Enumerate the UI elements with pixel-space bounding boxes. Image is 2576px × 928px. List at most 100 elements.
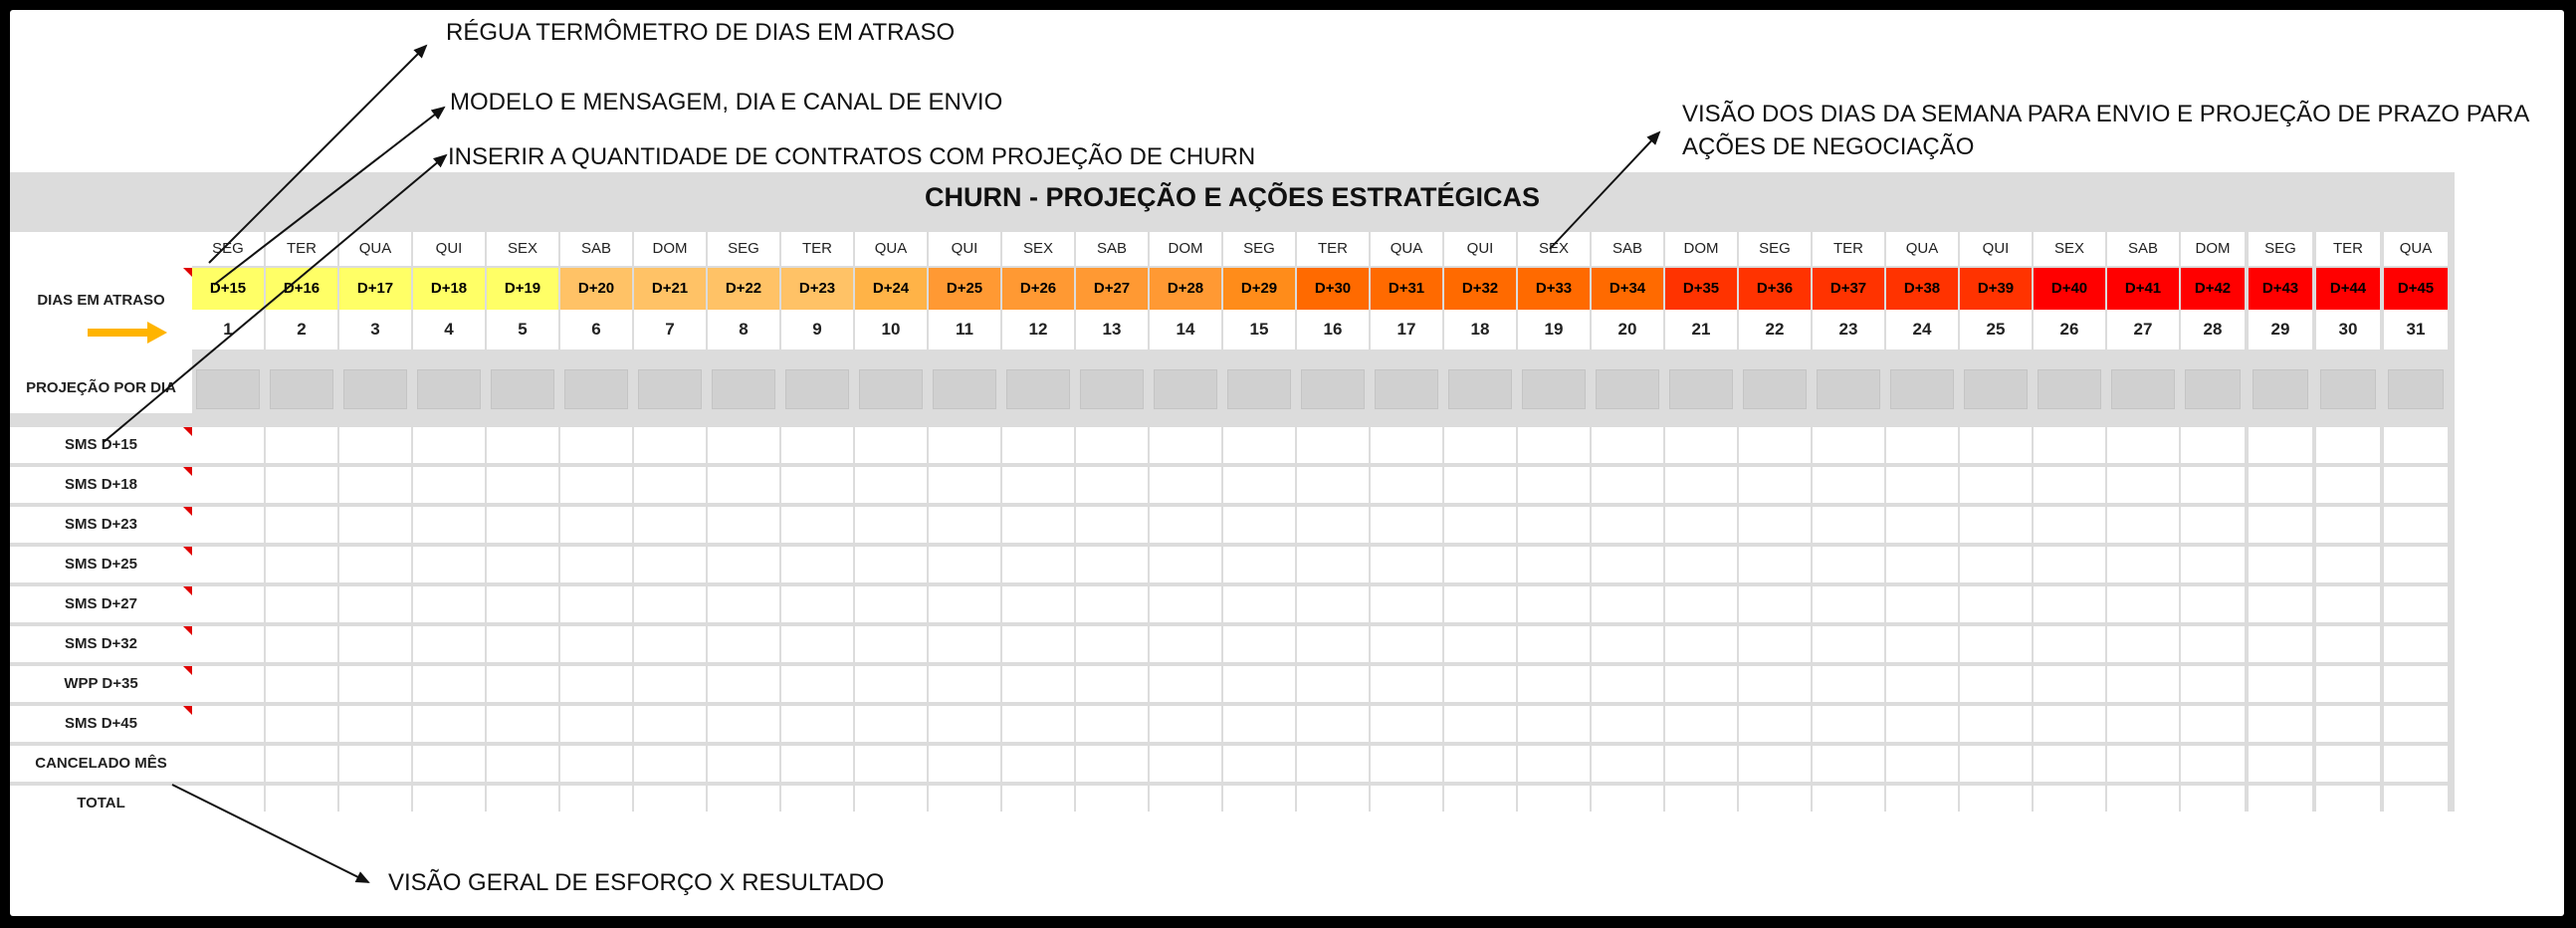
action-cell[interactable] bbox=[855, 666, 927, 702]
action-cell[interactable] bbox=[1960, 626, 2032, 662]
action-cell[interactable] bbox=[413, 786, 485, 821]
action-cell[interactable] bbox=[2384, 786, 2448, 821]
action-cell[interactable] bbox=[2107, 746, 2179, 782]
projecao-input-cell[interactable] bbox=[1080, 369, 1144, 409]
projecao-input-cell[interactable] bbox=[1817, 369, 1880, 409]
action-cell[interactable] bbox=[2034, 467, 2105, 503]
action-cell[interactable] bbox=[708, 786, 779, 821]
action-cell[interactable] bbox=[1665, 507, 1737, 543]
action-cell[interactable] bbox=[2107, 467, 2179, 503]
action-cell[interactable] bbox=[487, 746, 558, 782]
action-cell[interactable] bbox=[192, 547, 264, 582]
action-cell[interactable] bbox=[1297, 626, 1369, 662]
action-cell[interactable] bbox=[855, 786, 927, 821]
action-cell[interactable] bbox=[2181, 626, 2245, 662]
action-cell[interactable] bbox=[855, 746, 927, 782]
action-cell[interactable] bbox=[1518, 786, 1590, 821]
action-cell[interactable] bbox=[1886, 786, 1958, 821]
action-cell[interactable] bbox=[1223, 586, 1295, 622]
action-cell[interactable] bbox=[1592, 746, 1663, 782]
action-cell[interactable] bbox=[2384, 626, 2448, 662]
action-cell[interactable] bbox=[2316, 786, 2380, 821]
action-cell[interactable] bbox=[1371, 507, 1442, 543]
action-cell[interactable] bbox=[1444, 626, 1516, 662]
action-cell[interactable] bbox=[634, 547, 706, 582]
action-cell[interactable] bbox=[781, 427, 853, 463]
action-cell[interactable] bbox=[1002, 427, 1074, 463]
projecao-input-cell[interactable] bbox=[2320, 369, 2376, 409]
action-cell[interactable] bbox=[2034, 666, 2105, 702]
projecao-input-cell[interactable] bbox=[2038, 369, 2101, 409]
action-cell[interactable] bbox=[266, 467, 337, 503]
projecao-input-cell[interactable] bbox=[933, 369, 996, 409]
action-cell[interactable] bbox=[2034, 547, 2105, 582]
action-cell[interactable] bbox=[1076, 746, 1148, 782]
action-cell[interactable] bbox=[781, 706, 853, 742]
action-cell[interactable] bbox=[1223, 706, 1295, 742]
projecao-input-cell[interactable] bbox=[1743, 369, 1807, 409]
projecao-input-cell[interactable] bbox=[2185, 369, 2241, 409]
action-cell[interactable] bbox=[2384, 467, 2448, 503]
action-cell[interactable] bbox=[781, 547, 853, 582]
action-cell[interactable] bbox=[560, 666, 632, 702]
action-cell[interactable] bbox=[1592, 706, 1663, 742]
action-cell[interactable] bbox=[1518, 507, 1590, 543]
action-cell[interactable] bbox=[855, 507, 927, 543]
action-cell[interactable] bbox=[1886, 467, 1958, 503]
action-cell[interactable] bbox=[1518, 467, 1590, 503]
action-cell[interactable] bbox=[1518, 626, 1590, 662]
action-cell[interactable] bbox=[2034, 706, 2105, 742]
action-cell[interactable] bbox=[1371, 547, 1442, 582]
action-cell[interactable] bbox=[1444, 547, 1516, 582]
action-cell[interactable] bbox=[560, 427, 632, 463]
action-cell[interactable] bbox=[1223, 507, 1295, 543]
action-cell[interactable] bbox=[2034, 507, 2105, 543]
action-cell[interactable] bbox=[1813, 706, 1884, 742]
action-cell[interactable] bbox=[1002, 467, 1074, 503]
action-cell[interactable] bbox=[1002, 746, 1074, 782]
projecao-input-cell[interactable] bbox=[1006, 369, 1070, 409]
action-cell[interactable] bbox=[1444, 427, 1516, 463]
action-cell[interactable] bbox=[1739, 467, 1811, 503]
action-cell[interactable] bbox=[1739, 547, 1811, 582]
action-cell[interactable] bbox=[413, 467, 485, 503]
action-cell[interactable] bbox=[1813, 586, 1884, 622]
action-cell[interactable] bbox=[1002, 586, 1074, 622]
action-cell[interactable] bbox=[1150, 467, 1221, 503]
action-cell[interactable] bbox=[781, 746, 853, 782]
action-cell[interactable] bbox=[192, 786, 264, 821]
action-cell[interactable] bbox=[855, 467, 927, 503]
action-cell[interactable] bbox=[1002, 547, 1074, 582]
action-cell[interactable] bbox=[1297, 746, 1369, 782]
action-cell[interactable] bbox=[708, 427, 779, 463]
action-cell[interactable] bbox=[487, 467, 558, 503]
projecao-input-cell[interactable] bbox=[1227, 369, 1291, 409]
action-cell[interactable] bbox=[1592, 626, 1663, 662]
action-cell[interactable] bbox=[2316, 427, 2380, 463]
action-cell[interactable] bbox=[1739, 786, 1811, 821]
action-cell[interactable] bbox=[1960, 706, 2032, 742]
action-cell[interactable] bbox=[855, 547, 927, 582]
action-cell[interactable] bbox=[487, 427, 558, 463]
action-cell[interactable] bbox=[413, 507, 485, 543]
action-cell[interactable] bbox=[560, 626, 632, 662]
action-cell[interactable] bbox=[1444, 507, 1516, 543]
action-cell[interactable] bbox=[560, 586, 632, 622]
action-cell[interactable] bbox=[2034, 427, 2105, 463]
action-cell[interactable] bbox=[487, 507, 558, 543]
action-cell[interactable] bbox=[413, 706, 485, 742]
action-cell[interactable] bbox=[413, 586, 485, 622]
action-cell[interactable] bbox=[413, 666, 485, 702]
action-cell[interactable] bbox=[1150, 427, 1221, 463]
action-cell[interactable] bbox=[1813, 467, 1884, 503]
action-cell[interactable] bbox=[1665, 427, 1737, 463]
action-cell[interactable] bbox=[1739, 586, 1811, 622]
action-cell[interactable] bbox=[634, 706, 706, 742]
action-cell[interactable] bbox=[1297, 547, 1369, 582]
action-cell[interactable] bbox=[1665, 746, 1737, 782]
action-cell[interactable] bbox=[1960, 427, 2032, 463]
action-cell[interactable] bbox=[413, 547, 485, 582]
action-cell[interactable] bbox=[929, 706, 1000, 742]
action-cell[interactable] bbox=[1076, 507, 1148, 543]
action-cell[interactable] bbox=[708, 746, 779, 782]
